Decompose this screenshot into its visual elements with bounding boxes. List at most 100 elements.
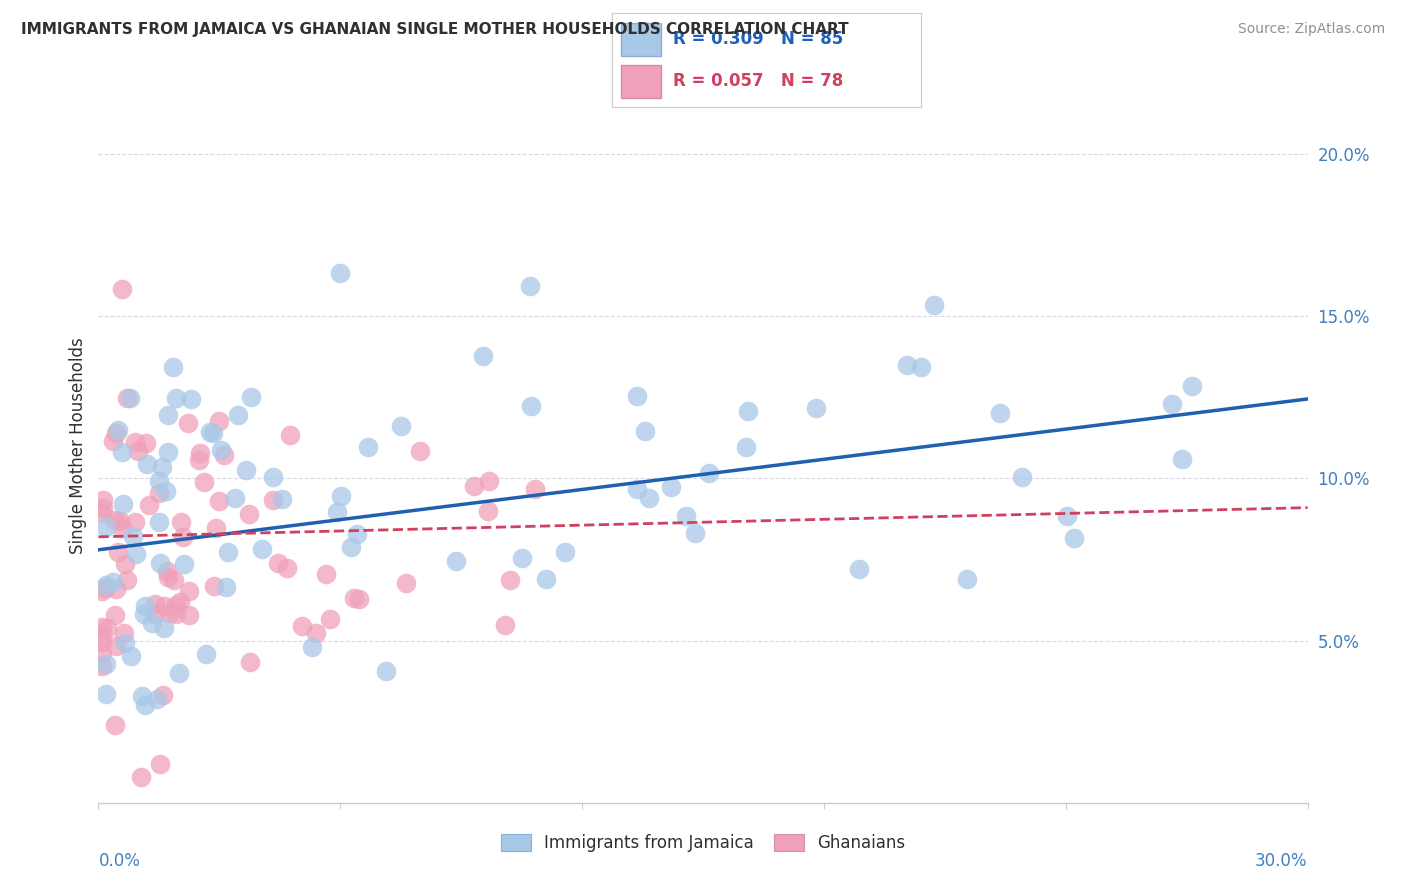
- Point: [276, 561, 298, 575]
- Point: [188, 445, 211, 459]
- Point: [217, 545, 239, 559]
- Point: [659, 480, 682, 494]
- Point: [91, 620, 114, 634]
- Point: [111, 498, 134, 512]
- Point: [1160, 397, 1182, 411]
- Point: [683, 525, 706, 540]
- Point: [91, 659, 114, 673]
- Point: [155, 483, 177, 498]
- Point: [134, 599, 156, 614]
- Point: [91, 506, 114, 520]
- Point: [112, 626, 135, 640]
- Text: IMMIGRANTS FROM JAMAICA VS GHANAIAN SINGLE MOTHER HOUSEHOLDS CORRELATION CHART: IMMIGRANTS FROM JAMAICA VS GHANAIAN SING…: [21, 22, 849, 37]
- Point: [91, 500, 114, 515]
- Point: [235, 463, 257, 477]
- Point: [315, 567, 337, 582]
- Point: [215, 580, 238, 594]
- Point: [127, 444, 149, 458]
- Point: [104, 608, 127, 623]
- Point: [157, 445, 180, 459]
- Point: [159, 606, 181, 620]
- Point: [138, 498, 160, 512]
- Point: [101, 575, 124, 590]
- Point: [735, 440, 758, 454]
- Point: [167, 665, 190, 680]
- Point: [115, 573, 138, 587]
- Point: [1171, 452, 1194, 467]
- Point: [697, 467, 720, 481]
- Point: [103, 434, 125, 448]
- Point: [395, 576, 418, 591]
- Point: [446, 554, 468, 568]
- Text: Source: ZipAtlas.com: Source: ZipAtlas.com: [1237, 22, 1385, 37]
- Point: [157, 570, 180, 584]
- FancyBboxPatch shape: [621, 22, 661, 55]
- Point: [806, 401, 828, 415]
- Point: [131, 770, 153, 784]
- Point: [114, 636, 136, 650]
- Point: [270, 491, 292, 506]
- Point: [93, 581, 115, 595]
- Point: [165, 607, 187, 622]
- Point: [169, 595, 191, 609]
- Point: [134, 607, 156, 621]
- Point: [305, 626, 328, 640]
- Point: [107, 545, 129, 559]
- Point: [675, 509, 697, 524]
- Point: [148, 515, 170, 529]
- Point: [626, 389, 648, 403]
- Point: [193, 475, 215, 490]
- Point: [536, 572, 558, 586]
- Point: [110, 444, 132, 458]
- Point: [239, 655, 262, 669]
- Point: [524, 482, 547, 496]
- Point: [131, 689, 153, 703]
- Point: [262, 492, 284, 507]
- Point: [96, 687, 118, 701]
- Point: [170, 515, 193, 529]
- Point: [157, 408, 180, 422]
- Point: [252, 541, 274, 556]
- Point: [96, 578, 118, 592]
- Point: [104, 513, 127, 527]
- Point: [349, 591, 371, 606]
- Point: [737, 404, 759, 418]
- Text: 0.0%: 0.0%: [98, 852, 141, 870]
- Point: [135, 457, 157, 471]
- Point: [143, 597, 166, 611]
- Point: [471, 349, 494, 363]
- Point: [111, 281, 134, 295]
- Point: [145, 692, 167, 706]
- Text: R = 0.309   N = 85: R = 0.309 N = 85: [673, 30, 844, 48]
- Point: [96, 520, 118, 534]
- Point: [208, 414, 231, 428]
- Point: [278, 427, 301, 442]
- Point: [124, 434, 146, 449]
- Point: [1056, 509, 1078, 524]
- Point: [96, 621, 118, 635]
- Point: [177, 607, 200, 622]
- Point: [326, 505, 349, 519]
- Point: [163, 574, 186, 588]
- Point: [156, 564, 179, 578]
- Point: [104, 426, 127, 441]
- Point: [329, 266, 352, 280]
- Point: [108, 515, 131, 529]
- Point: [209, 443, 232, 458]
- Point: [150, 460, 173, 475]
- Point: [118, 391, 141, 405]
- Point: [121, 529, 143, 543]
- Point: [340, 541, 363, 555]
- Point: [153, 621, 176, 635]
- Point: [162, 360, 184, 375]
- FancyBboxPatch shape: [621, 65, 661, 98]
- Point: [91, 629, 114, 643]
- Point: [212, 449, 235, 463]
- Point: [117, 391, 139, 405]
- Point: [91, 584, 114, 599]
- Point: [1181, 379, 1204, 393]
- Point: [91, 635, 114, 649]
- Point: [494, 618, 516, 632]
- Point: [188, 453, 211, 467]
- Point: [1063, 531, 1085, 545]
